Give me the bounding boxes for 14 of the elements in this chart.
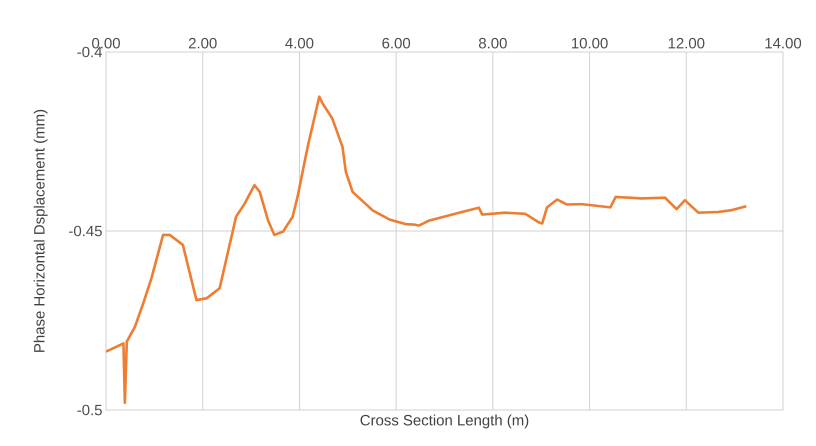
y-axis-title: Phase Horizontal Dsplacement (mm): [34, 110, 48, 352]
y-tick-label: -0.4: [77, 46, 102, 58]
line-series: [106, 95, 748, 404]
x-axis-title: Cross Section Length (m): [360, 414, 528, 428]
x-tick-label: 2.00: [188, 38, 217, 48]
y-tick-label: -0.45: [69, 226, 102, 236]
x-tick-label: 0.00: [92, 38, 120, 48]
x-tick-label: 4.00: [285, 38, 314, 48]
x-tick-label: 8.00: [478, 38, 507, 48]
x-tick-label: 12.00: [668, 38, 704, 48]
x-tick-label: 14.00: [765, 38, 802, 48]
y-tick-label: -0.5: [77, 404, 102, 416]
x-tick-label: 10.00: [572, 38, 608, 48]
x-tick-label: 6.00: [382, 38, 410, 48]
